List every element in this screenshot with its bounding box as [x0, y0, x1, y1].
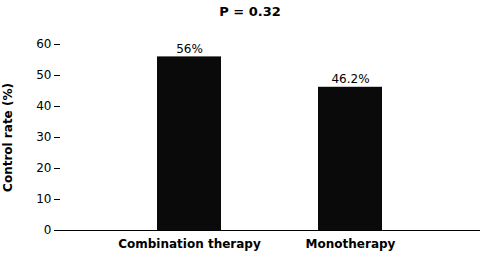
svg-text:0: 0: [44, 223, 52, 237]
svg-text:56%: 56%: [176, 42, 203, 56]
svg-text:Control rate (%): Control rate (%): [1, 83, 15, 192]
svg-text:30: 30: [36, 130, 51, 144]
svg-text:20: 20: [36, 161, 51, 175]
html-text:P = 0.32: P = 0.32: [219, 4, 281, 19]
svg-text:Combination therapy: Combination therapy: [118, 237, 261, 251]
svg-text:60: 60: [36, 37, 51, 51]
svg-text:10: 10: [36, 192, 51, 206]
svg-text:Monotherapy: Monotherapy: [306, 237, 396, 251]
svg-text:50: 50: [36, 68, 51, 82]
svg-text:40: 40: [36, 99, 51, 113]
svg-text:46.2%: 46.2%: [331, 72, 369, 86]
